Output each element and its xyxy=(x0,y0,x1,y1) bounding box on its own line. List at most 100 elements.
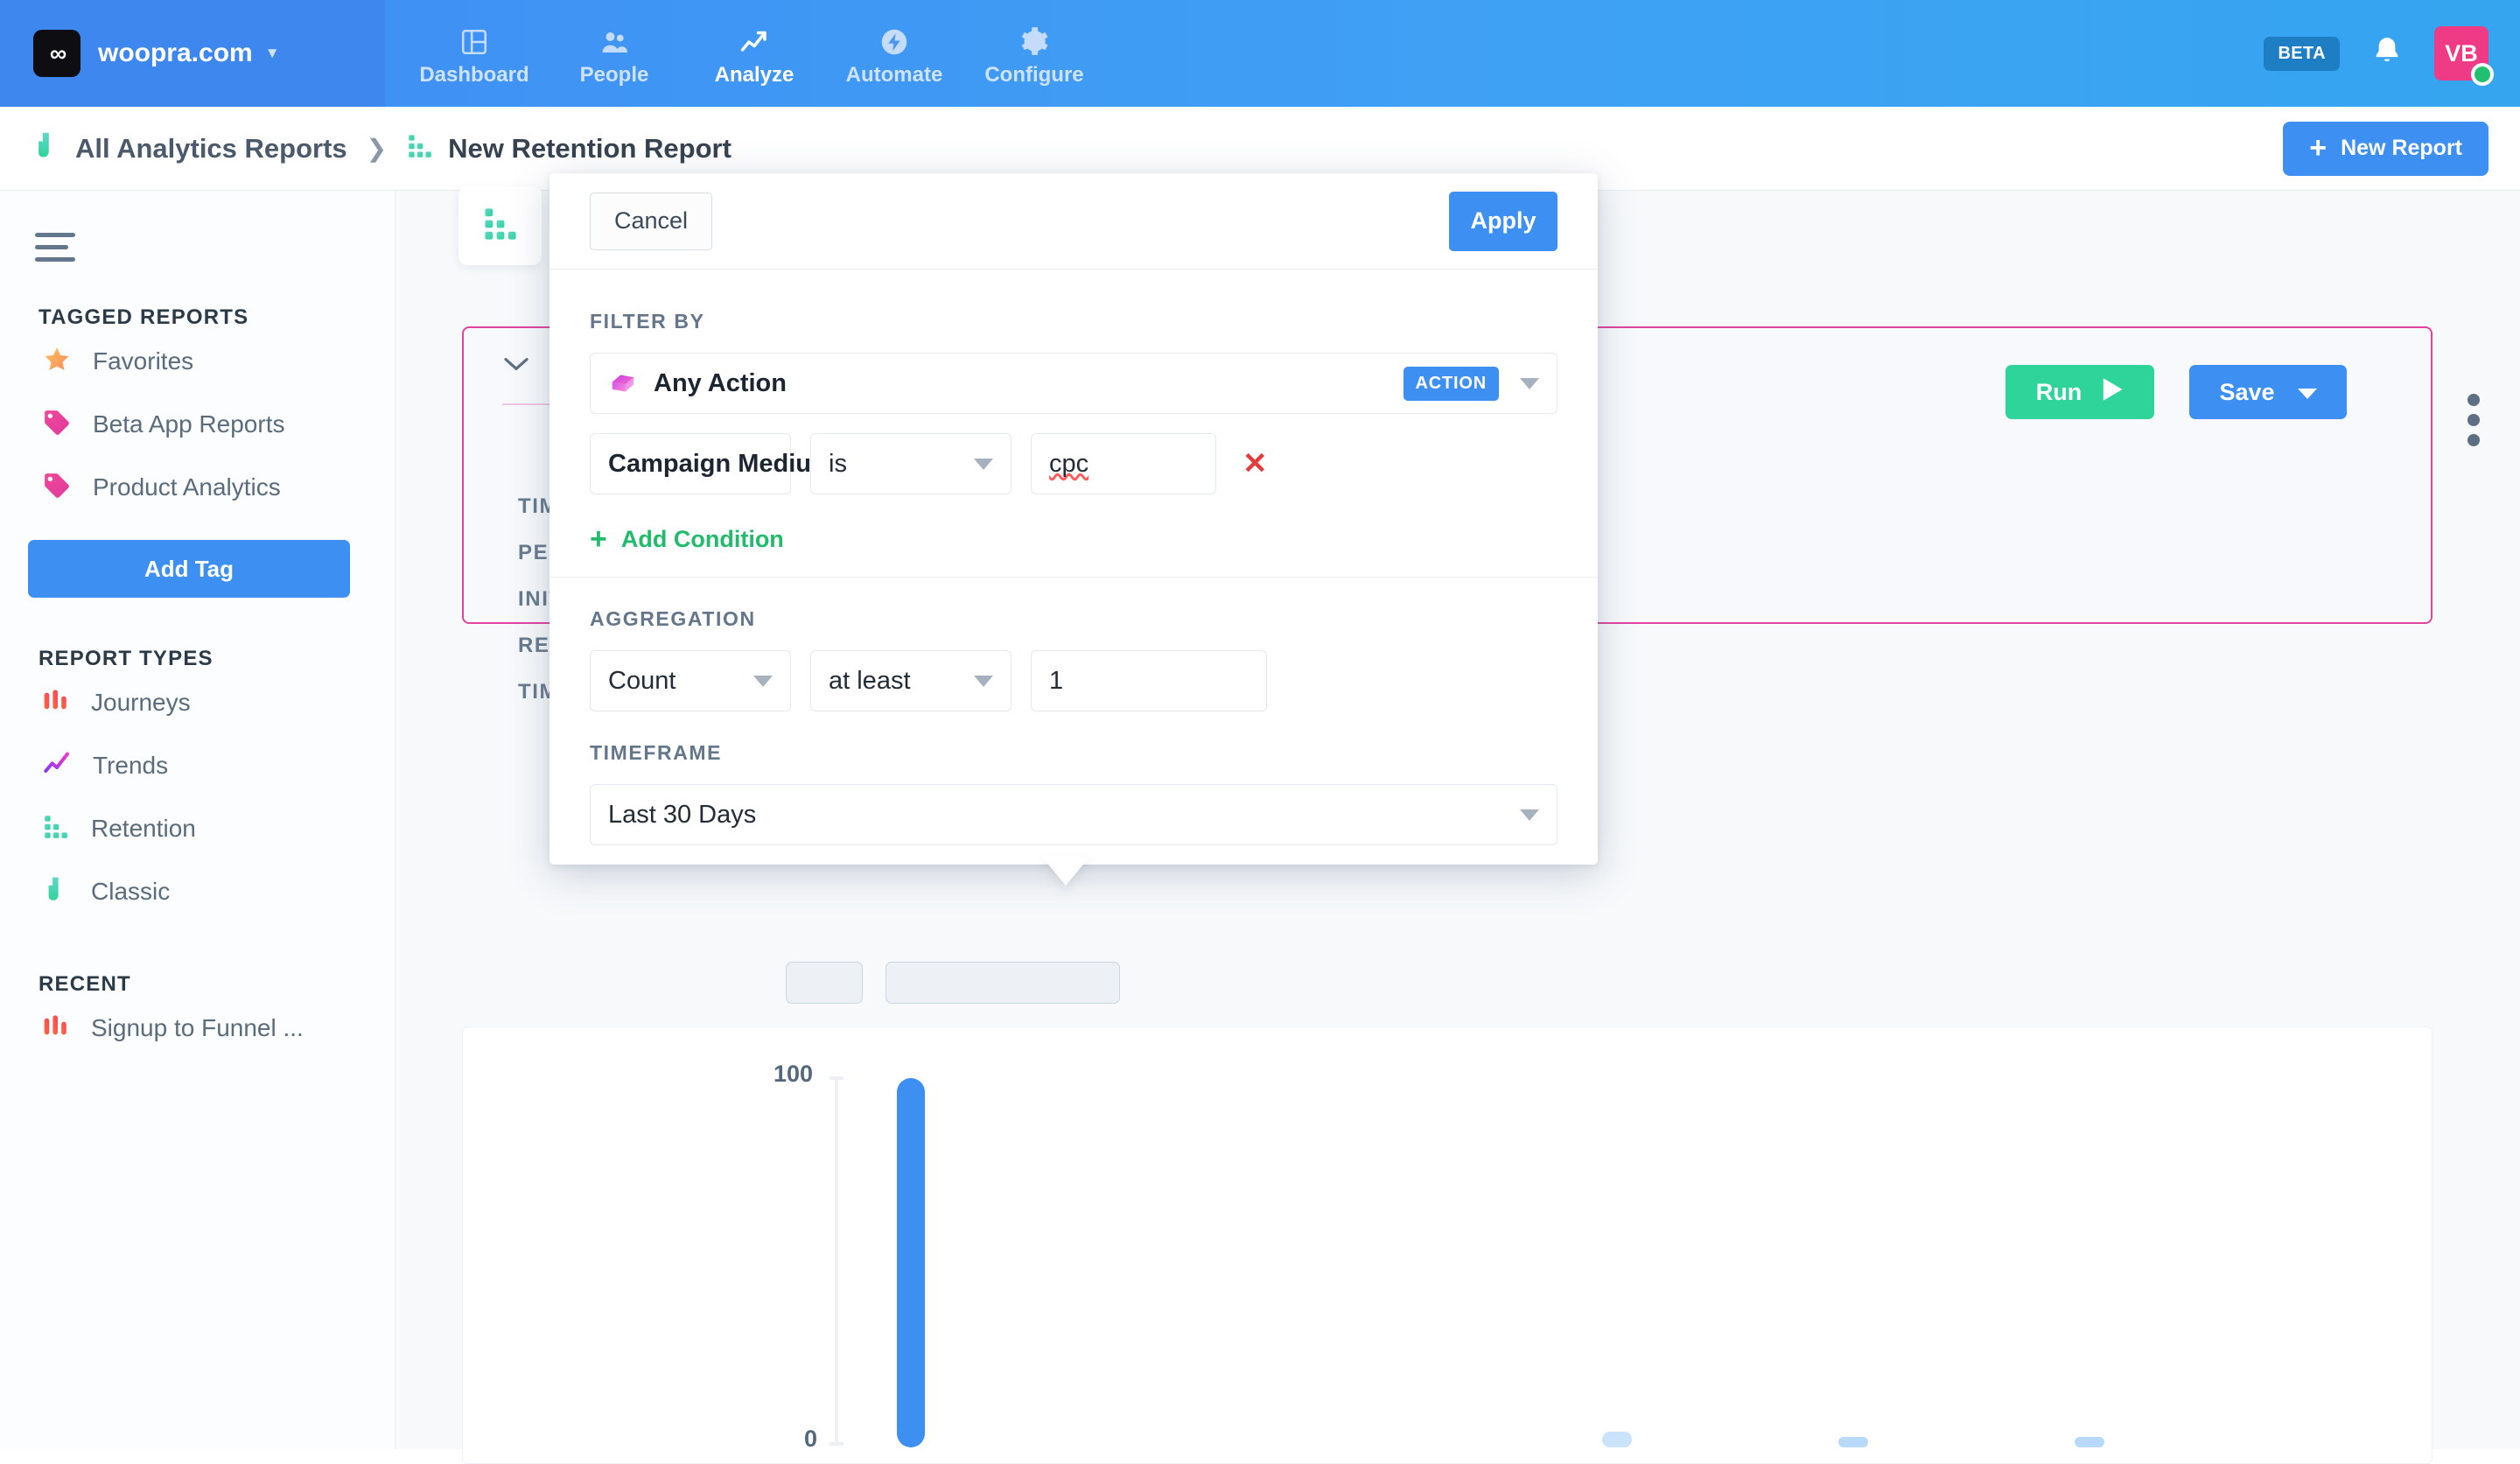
modal-header: Cancel Apply xyxy=(550,173,1598,270)
sidebar-item-retention[interactable]: Retention xyxy=(0,797,395,860)
sidebar-item-label: Signup to Funnel ... xyxy=(91,1014,304,1041)
breadcrumb-root-link[interactable]: All Analytics Reports xyxy=(32,130,347,166)
main-nav-items: Dashboard People Analyze xyxy=(385,0,1104,107)
chevron-down-icon[interactable] xyxy=(502,351,530,381)
aggregation-comparator-select[interactable]: at least xyxy=(810,650,1012,711)
timeframe-value: Last 30 Days xyxy=(608,800,757,829)
sidebar-heading-report-types: REPORT TYPES xyxy=(38,647,214,670)
add-condition-button[interactable]: + Add Condition xyxy=(590,524,1558,554)
tag-icon xyxy=(42,471,72,505)
sidebar-item-signup-to-funnel[interactable]: Signup to Funnel ... xyxy=(0,997,395,1060)
classic-report-icon xyxy=(32,130,61,166)
retention-chart-card: 100 0 xyxy=(462,1026,2432,1464)
add-condition-label: Add Condition xyxy=(620,525,784,552)
sidebar-item-favorites[interactable]: Favorites xyxy=(0,330,395,393)
plus-icon: + xyxy=(590,522,607,556)
breadcrumb-current-label: New Retention Report xyxy=(448,132,732,164)
notification-bell-icon[interactable] xyxy=(2370,32,2404,75)
chevron-down-icon[interactable] xyxy=(1520,377,1539,389)
add-tag-button[interactable]: Add Tag xyxy=(28,540,350,598)
sidebar-item-beta-app-reports[interactable]: Beta App Reports xyxy=(0,393,395,456)
avatar[interactable]: VB xyxy=(2434,26,2494,86)
automate-bolt-icon xyxy=(878,19,910,58)
aggregation-function-select[interactable]: Count xyxy=(590,650,791,711)
remove-x-icon[interactable]: ✕ xyxy=(1242,447,1268,480)
nav-item-label: People xyxy=(579,63,649,87)
chevron-down-icon[interactable]: ▼ xyxy=(264,45,280,61)
dashboard-icon xyxy=(459,19,489,58)
status-online-dot xyxy=(2471,63,2494,86)
hamburger-menu-icon[interactable] xyxy=(35,233,75,262)
nav-item-automate[interactable]: Automate xyxy=(824,0,964,107)
report-type-icon-card xyxy=(458,186,542,265)
modal-section-divider xyxy=(550,577,1598,578)
sidebar-item-label: Beta App Reports xyxy=(93,410,285,438)
condition-value-input[interactable]: cpc xyxy=(1031,433,1216,494)
apply-button[interactable]: Apply xyxy=(1449,191,1558,251)
config-ghost-field-small[interactable] xyxy=(786,962,863,1004)
woopra-logo-icon: ∞ xyxy=(33,30,80,77)
modal-pointer-arrow xyxy=(1041,856,1090,886)
aggregation-section-label: AGGREGATION xyxy=(590,607,756,630)
gear-icon xyxy=(1018,19,1051,58)
nav-item-label: Configure xyxy=(984,63,1084,87)
sidebar-item-label: Classic xyxy=(91,878,171,905)
event-selector[interactable]: Any Action ACTION xyxy=(590,353,1558,414)
sidebar-item-product-analytics[interactable]: Product Analytics xyxy=(0,456,395,519)
filter-by-section-label: FILTER BY xyxy=(590,310,705,333)
aggregation-amount-input[interactable]: 1 xyxy=(1031,650,1267,711)
run-button[interactable]: Run xyxy=(2006,365,2154,419)
sidebar-item-label: Trends xyxy=(93,752,169,779)
retention-dots-icon xyxy=(42,813,70,845)
condition-operator-select[interactable]: is xyxy=(810,433,1012,494)
breadcrumb-root-label: All Analytics Reports xyxy=(75,132,347,164)
chart-plot-area: 100 0 xyxy=(463,1027,2432,1463)
chart-bar xyxy=(1838,1437,1868,1447)
run-label: Run xyxy=(2035,378,2082,405)
brand-name: woopra.com xyxy=(98,39,253,67)
condition-property-select[interactable]: Campaign Medium xyxy=(590,433,853,494)
config-ghost-field-wide[interactable] xyxy=(886,962,1120,1004)
brand-block[interactable]: ∞ woopra.com ▼ xyxy=(0,0,385,107)
sidebar-item-label: Product Analytics xyxy=(93,473,281,501)
save-button[interactable]: Save xyxy=(2189,365,2347,419)
beta-badge: BETA xyxy=(2264,36,2340,71)
nav-item-analyze[interactable]: Analyze xyxy=(684,0,824,107)
play-icon xyxy=(2101,377,2124,408)
journeys-bars-icon xyxy=(42,687,70,719)
condition-row: Campaign Medium is cpc ✕ xyxy=(590,433,1558,494)
chevron-down-icon[interactable] xyxy=(753,675,773,687)
top-navigation-bar: ∞ woopra.com ▼ Dashboard People xyxy=(0,0,2520,107)
star-icon xyxy=(42,345,72,379)
config-title-row[interactable] xyxy=(464,328,2431,403)
chevron-down-icon[interactable] xyxy=(974,458,993,470)
sidebar-heading-recent: RECENT xyxy=(38,972,131,996)
save-label: Save xyxy=(2219,378,2275,405)
more-vertical-icon[interactable] xyxy=(2468,394,2480,446)
chevron-down-icon[interactable] xyxy=(1520,809,1539,821)
y-axis-label-min: 0 xyxy=(804,1425,818,1452)
sidebar-heading-tagged-reports: TAGGED REPORTS xyxy=(38,305,249,329)
chevron-down-icon[interactable] xyxy=(2297,379,2317,406)
sidebar-item-trends[interactable]: Trends xyxy=(0,734,395,797)
sidebar-item-label: Favorites xyxy=(93,347,194,375)
condition-operator-value: is xyxy=(829,449,847,478)
y-axis-line xyxy=(835,1076,838,1446)
filter-editor-modal: Cancel Apply FILTER BY Any Action ACTI xyxy=(550,173,1598,865)
nav-item-dashboard[interactable]: Dashboard xyxy=(404,0,544,107)
chevron-down-icon[interactable] xyxy=(974,675,993,687)
journeys-bars-icon xyxy=(42,1012,70,1045)
new-report-button[interactable]: + New Report xyxy=(2283,121,2488,176)
timeframe-select[interactable]: Last 30 Days xyxy=(590,784,1558,845)
nav-item-label: Dashboard xyxy=(419,63,529,87)
chart-bar xyxy=(1602,1432,1632,1447)
y-axis-label-max: 100 xyxy=(774,1061,814,1087)
nav-item-configure[interactable]: Configure xyxy=(964,0,1104,107)
nav-item-people[interactable]: People xyxy=(544,0,684,107)
sidebar-item-label: Journeys xyxy=(91,689,191,716)
cancel-button[interactable]: Cancel xyxy=(590,192,712,250)
avatar-initials: VB xyxy=(2445,39,2478,67)
sidebar-item-journeys[interactable]: Journeys xyxy=(0,671,395,734)
event-name: Any Action xyxy=(654,368,787,397)
sidebar-item-classic[interactable]: Classic xyxy=(0,860,395,923)
